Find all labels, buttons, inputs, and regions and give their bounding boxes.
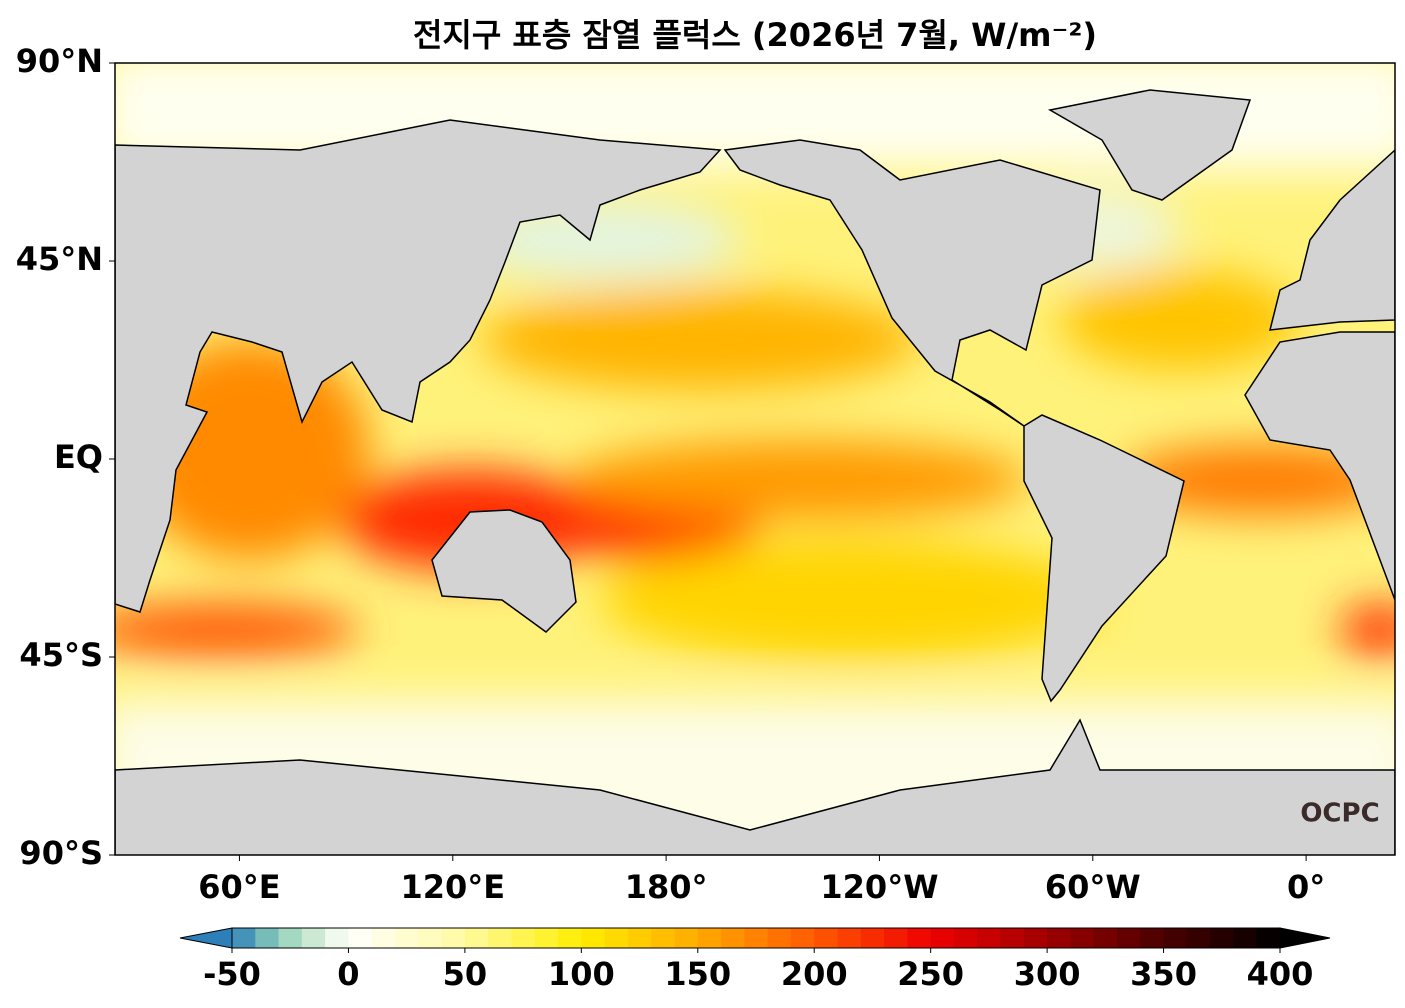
colorbar-bin — [255, 928, 280, 948]
colorbar-bin — [441, 928, 466, 948]
colorbar-bin — [301, 928, 326, 948]
colorbar-bin — [1140, 928, 1165, 948]
colorbar-tick-label: 0 — [337, 955, 359, 993]
colorbar-tick-label: 50 — [443, 955, 488, 993]
colorbar-bin — [1186, 928, 1211, 948]
colorbar-tick-label: 300 — [1014, 955, 1081, 993]
colorbar-bin — [464, 928, 489, 948]
map-field — [115, 63, 1395, 855]
colorbar-bin — [511, 928, 536, 948]
colorbar-tick-label: 200 — [781, 955, 848, 993]
colorbar-tick-label: 100 — [548, 955, 615, 993]
colorbar-tick-label: -50 — [203, 955, 261, 993]
colorbar-bin — [744, 928, 769, 948]
colorbar-bin — [325, 928, 349, 948]
x-tick-label: 0° — [1287, 868, 1325, 906]
x-tick-label: 60°E — [198, 868, 280, 906]
colorbar-bin — [1047, 928, 1071, 948]
y-tick-label: EQ — [54, 438, 103, 476]
colorbar-bin — [930, 928, 955, 948]
x-tick-label: 120°E — [400, 868, 505, 906]
colorbar-bin — [767, 928, 792, 948]
colorbar-bin — [1210, 928, 1234, 948]
y-tick-label: 90°N — [16, 42, 103, 80]
land — [115, 89, 1395, 855]
title: 전지구 표층 잠열 플럭스 (2026년 7월, W/m⁻²) — [413, 16, 1097, 54]
colorbar-bin — [837, 928, 862, 948]
colorbar-bin — [907, 928, 932, 948]
colorbar-bin — [278, 928, 303, 948]
x-tick-label: 180° — [625, 868, 708, 906]
colorbar-bin — [1000, 928, 1025, 948]
colorbar-bin — [814, 928, 839, 948]
colorbar-bin — [1163, 928, 1188, 948]
colorbar-bin — [558, 928, 582, 948]
colorbar-bin — [1093, 928, 1118, 948]
colorbar-tick-label: 250 — [897, 955, 964, 993]
colorbar-bin — [232, 928, 256, 948]
colorbar-frame — [231, 927, 1281, 949]
colorbar-bin — [604, 928, 629, 948]
x-tick-label: 60°W — [1045, 868, 1141, 906]
colorbar-bin — [1116, 928, 1141, 948]
x-tick-label: 120°W — [820, 868, 938, 906]
colorbar-bin — [884, 928, 908, 948]
colorbar-bin — [860, 928, 885, 948]
colorbar-bin — [790, 928, 815, 948]
colorbar-bin — [651, 928, 675, 948]
colorbar-tick-label: 350 — [1130, 955, 1197, 993]
colorbar-bin — [627, 928, 652, 948]
colorbar-bin — [977, 928, 1002, 948]
y-tick-label: 90°S — [19, 834, 103, 872]
colorbar-tick-label: 150 — [664, 955, 731, 993]
colorbar-bin — [1256, 928, 1281, 948]
colorbar-bin — [721, 928, 745, 948]
colorbar-bin — [534, 928, 559, 948]
colorbar-extend-low — [179, 927, 233, 949]
y-tick-label: 45°N — [16, 240, 103, 278]
colorbar-bin — [488, 928, 512, 948]
colorbar-bin — [1233, 928, 1258, 948]
colorbar-bin — [953, 928, 978, 948]
colorbar-tick-label: 400 — [1247, 955, 1314, 993]
colorbar-bin — [418, 928, 443, 948]
colorbar-bin — [1070, 928, 1095, 948]
colorbar-extend-high — [1279, 927, 1331, 949]
colorbar-bin — [371, 928, 396, 948]
y-tick-label: 45°S — [19, 636, 103, 674]
colorbar-bin — [674, 928, 699, 948]
colorbar-bin — [395, 928, 419, 948]
colorbar-bin — [581, 928, 606, 948]
colorbar-bin — [348, 928, 373, 948]
colorbar-bin — [1023, 928, 1048, 948]
colorbar-bin — [697, 928, 722, 948]
logo: OCPC — [1300, 799, 1379, 829]
